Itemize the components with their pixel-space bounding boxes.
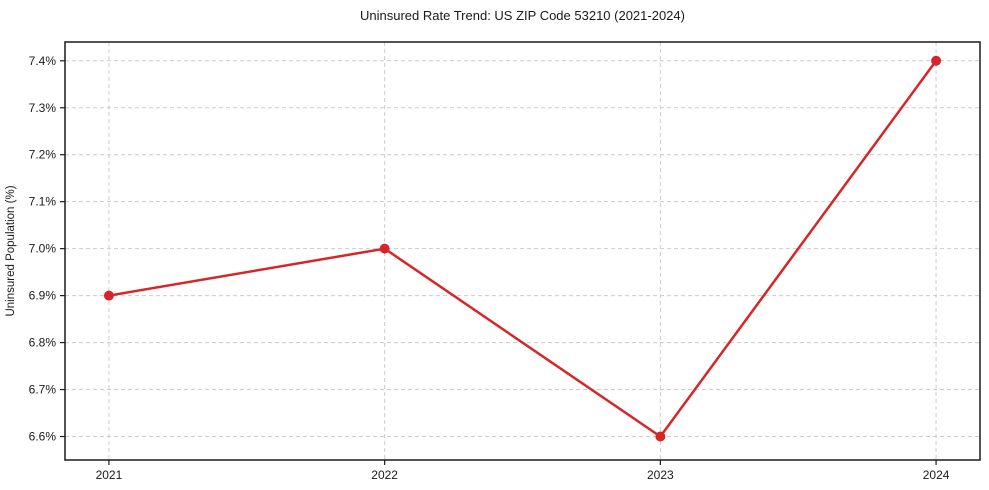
chart-title: Uninsured Rate Trend: US ZIP Code 53210 …: [360, 8, 685, 23]
y-tick-label: 7.1%: [29, 195, 57, 209]
grid-layer: [65, 42, 980, 460]
data-point-marker: [379, 243, 390, 254]
data-point-marker: [931, 55, 942, 66]
y-tick-label: 6.9%: [29, 289, 57, 303]
y-axis-label: Uninsured Population (%): [5, 185, 17, 316]
tick-layer: 6.6% 6.7% 6.8% 6.9% 7.0% 7.1% 7.2% 7.3% 7.4% 2021…: [29, 54, 950, 482]
data-point-marker: [655, 431, 666, 442]
x-tick-label: 2022: [371, 468, 398, 482]
data-point-marker: [103, 290, 114, 301]
x-tick-label: 2023: [647, 468, 674, 482]
y-tick-label: 7.3%: [29, 101, 57, 115]
y-tick-label: 7.4%: [29, 54, 57, 68]
plot-border: [64, 41, 981, 461]
x-tick-label: 2021: [96, 468, 123, 482]
y-tick-label: 6.6%: [29, 430, 57, 444]
y-tick-label: 6.8%: [29, 336, 57, 350]
x-tick-label: 2024: [923, 468, 950, 482]
trend-line: [107, 59, 938, 438]
y-tick-label: 7.2%: [29, 148, 57, 162]
y-tick-label: 7.0%: [29, 242, 57, 256]
series-layer: [103, 55, 942, 442]
y-tick-label: 6.7%: [29, 383, 57, 397]
